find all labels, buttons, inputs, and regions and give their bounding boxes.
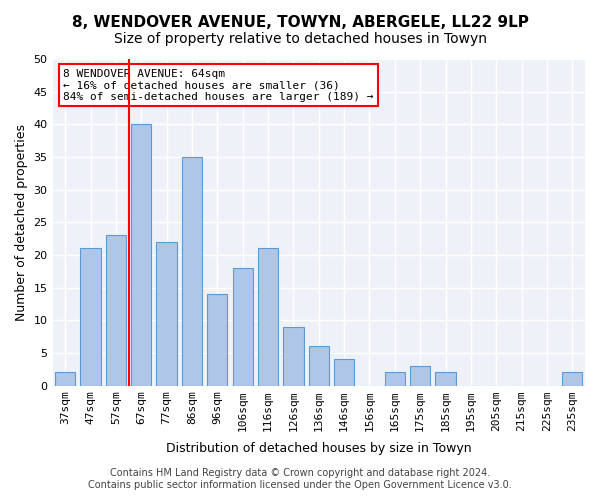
Bar: [334, 360, 354, 386]
Bar: [258, 248, 278, 386]
Bar: [436, 372, 455, 386]
Bar: [410, 366, 430, 386]
Text: 8 WENDOVER AVENUE: 64sqm
← 16% of detached houses are smaller (36)
84% of semi-d: 8 WENDOVER AVENUE: 64sqm ← 16% of detach…: [63, 69, 374, 102]
Text: Contains HM Land Registry data © Crown copyright and database right 2024.
Contai: Contains HM Land Registry data © Crown c…: [88, 468, 512, 490]
Bar: [55, 372, 76, 386]
X-axis label: Distribution of detached houses by size in Towyn: Distribution of detached houses by size …: [166, 442, 472, 455]
Bar: [233, 268, 253, 386]
Text: Size of property relative to detached houses in Towyn: Size of property relative to detached ho…: [113, 32, 487, 46]
Bar: [562, 372, 583, 386]
Bar: [157, 242, 177, 386]
Bar: [308, 346, 329, 386]
Bar: [106, 236, 126, 386]
Bar: [385, 372, 405, 386]
Bar: [207, 294, 227, 386]
Y-axis label: Number of detached properties: Number of detached properties: [15, 124, 28, 321]
Bar: [182, 157, 202, 386]
Bar: [80, 248, 101, 386]
Text: 8, WENDOVER AVENUE, TOWYN, ABERGELE, LL22 9LP: 8, WENDOVER AVENUE, TOWYN, ABERGELE, LL2…: [71, 15, 529, 30]
Bar: [283, 327, 304, 386]
Bar: [131, 124, 151, 386]
